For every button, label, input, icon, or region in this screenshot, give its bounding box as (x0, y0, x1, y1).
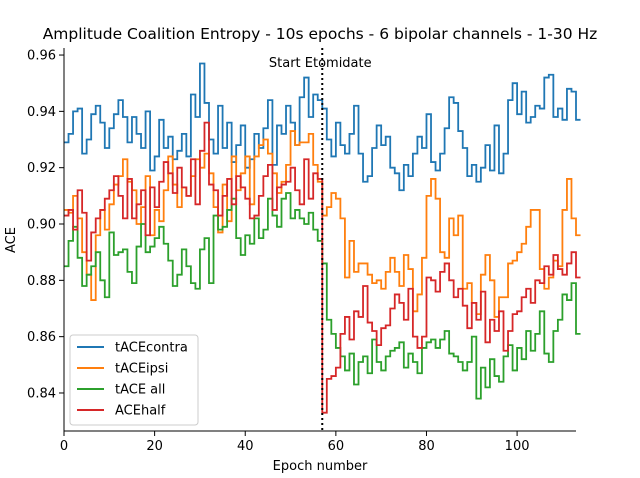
series-line-3 (64, 121, 581, 414)
x-tick-label: 80 (418, 439, 435, 454)
series-line-0 (64, 62, 581, 192)
legend-label: tACE all (115, 383, 165, 398)
y-tick-label: 0.92 (27, 161, 56, 176)
x-tick-label: 40 (237, 439, 254, 454)
series-line-1 (64, 130, 581, 318)
y-tick-label: 0.94 (27, 105, 56, 120)
y-tick-label: 0.84 (27, 386, 56, 401)
etomidate-annotation: Start Etomidate (269, 56, 372, 71)
y-axis-label: ACE (4, 227, 19, 253)
chart-title: Amplitude Coalition Entropy - 10s epochs… (43, 25, 598, 43)
x-tick-label: 20 (146, 439, 163, 454)
legend-label: ACEhalf (115, 404, 166, 419)
x-tick-label: 100 (505, 439, 530, 454)
x-tick-label: 60 (328, 439, 345, 454)
legend-label: tACEcontra (115, 341, 188, 356)
y-tick-label: 0.88 (27, 274, 56, 289)
y-tick-label: 0.90 (27, 218, 56, 233)
legend-box (69, 334, 199, 426)
axes-spines (63, 48, 576, 432)
y-tick-label: 0.86 (27, 330, 56, 345)
x-axis-label: Epoch number (273, 459, 368, 474)
legend: tACEcontra tACEipsi tACE all ACEhalf (69, 334, 199, 426)
legend-label: tACEipsi (115, 362, 168, 377)
x-axis-ticks: 0 20 40 60 80 100 (60, 431, 530, 454)
y-tick-label: 0.96 (27, 49, 56, 64)
x-tick-label: 0 (60, 439, 68, 454)
y-axis-ticks: 0.84 0.86 0.88 0.90 0.92 0.94 0.96 (27, 49, 64, 401)
